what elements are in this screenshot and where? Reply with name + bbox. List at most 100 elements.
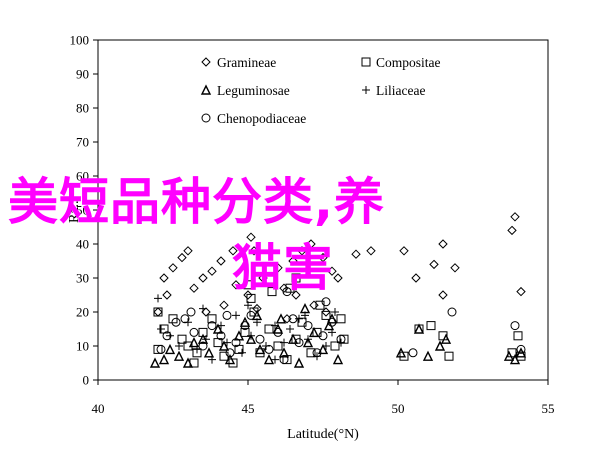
- data-point-liliaceae: [193, 345, 201, 354]
- data-point-chenopodiaceae: [516, 344, 526, 354]
- y-tick-label: 40: [76, 237, 89, 252]
- data-point-gramineae: [450, 263, 460, 273]
- data-point-gramineae: [249, 246, 259, 256]
- plot-area: [97, 39, 549, 381]
- data-point-gramineae: [516, 286, 526, 297]
- data-point-compositae: [285, 283, 295, 293]
- data-point-liliaceae: [301, 311, 309, 320]
- data-point-chenopodiaceae: [255, 334, 265, 344]
- data-point-gramineae: [282, 314, 292, 324]
- data-point-chenopodiaceae: [198, 341, 208, 351]
- data-point-chenopodiaceae: [231, 338, 241, 348]
- data-point-chenopodiaceae: [336, 334, 346, 344]
- data-point-gramineae: [321, 307, 331, 317]
- data-point-compositae: [339, 334, 349, 344]
- data-point-chenopodiaceae: [246, 310, 256, 320]
- data-point-liliaceae: [184, 318, 192, 327]
- y-tick-label: 50: [76, 203, 89, 218]
- square-marker-icon: [361, 57, 371, 67]
- data-point-compositae: [306, 348, 316, 358]
- legend-label-liliaceae: Liliaceae: [376, 83, 425, 98]
- legend-item-liliaceae: Liliaceae: [362, 83, 425, 98]
- data-point-gramineae: [183, 246, 193, 256]
- data-point-liliaceae: [304, 335, 312, 344]
- data-point-gramineae: [162, 290, 172, 300]
- legend: Gramineae Compositae Leguminosae Liliace…: [200, 55, 441, 126]
- data-point-gramineae: [297, 246, 307, 256]
- legend-label-gramineae: Gramineae: [217, 55, 276, 70]
- data-point-leguminosae: [413, 323, 425, 334]
- data-point-gramineae: [288, 256, 298, 266]
- data-point-gramineae: [189, 283, 199, 293]
- legend-item-gramineae: Gramineae: [201, 55, 276, 70]
- data-point-liliaceae: [253, 318, 261, 327]
- legend-item-leguminosae: Leguminosae: [200, 83, 290, 98]
- data-point-leguminosae: [395, 347, 407, 358]
- data-point-chenopodiaceae: [321, 297, 331, 307]
- data-point-gramineae: [291, 290, 301, 300]
- data-point-gramineae: [219, 300, 229, 310]
- y-tick-label: 20: [76, 305, 89, 320]
- data-point-leguminosae: [434, 340, 446, 351]
- axis-ticks: 0 10 20 30 40 50 60 70 80 90 100 40 45 50 55: [70, 33, 555, 417]
- data-point-chenopodiaceae: [264, 344, 274, 354]
- data-point-liliaceae: [238, 348, 246, 357]
- data-point-liliaceae: [202, 335, 210, 344]
- data-point-leguminosae: [245, 333, 257, 344]
- data-point-leguminosae: [509, 354, 521, 365]
- data-point-gramineae: [351, 249, 361, 259]
- data-point-leguminosae: [164, 343, 176, 355]
- legend-label-leguminosae: Leguminosae: [217, 83, 290, 98]
- data-point-gramineae: [507, 225, 517, 236]
- data-point-leguminosae: [188, 337, 200, 348]
- legend-item-compositae: Compositae: [361, 55, 441, 70]
- data-point-leguminosae: [323, 320, 335, 331]
- data-point-liliaceae: [208, 355, 216, 364]
- data-point-gramineae: [333, 273, 343, 283]
- data-point-gramineae: [318, 252, 328, 263]
- data-point-gramineae: [366, 246, 376, 256]
- data-point-compositae: [321, 310, 331, 320]
- data-point-compositae: [243, 280, 253, 290]
- data-point-chenopodiaceae: [180, 314, 190, 324]
- data-point-liliaceae: [331, 308, 339, 316]
- data-point-leguminosae: [224, 354, 236, 365]
- data-point-gramineae: [231, 280, 241, 290]
- data-point-liliaceae: [247, 331, 255, 340]
- data-point-chenopodiaceae: [156, 344, 166, 354]
- data-point-liliaceae: [223, 338, 231, 347]
- data-point-chenopodiaceae: [162, 331, 172, 341]
- data-point-liliaceae: [286, 325, 294, 333]
- data-point-gramineae: [327, 266, 337, 276]
- watermark-text-line-1: 美短品种分类,养: [8, 173, 385, 231]
- data-point-gramineae: [309, 300, 319, 310]
- legend-item-chenopodiaceae: Chenopodiaceae: [201, 111, 306, 126]
- data-point-gramineae: [411, 273, 421, 283]
- data-point-compositae: [273, 341, 283, 351]
- data-point-chenopodiaceae: [240, 321, 250, 331]
- data-point-chenopodiaceae: [207, 321, 217, 331]
- data-point-chenopodiaceae: [282, 287, 292, 297]
- data-point-leguminosae: [317, 343, 329, 355]
- legend-label-compositae: Compositae: [376, 55, 441, 70]
- y-tick-label: 30: [76, 271, 89, 286]
- data-point-gramineae: [159, 273, 169, 283]
- data-point-chenopodiaceae: [186, 307, 196, 317]
- data-point-gramineae: [279, 283, 289, 293]
- data-point-leguminosae: [173, 350, 185, 361]
- data-point-chenopodiaceae: [273, 327, 283, 337]
- data-point-liliaceae: [262, 342, 270, 350]
- data-point-leguminosae: [275, 313, 287, 324]
- data-point-leguminosae: [422, 350, 434, 361]
- data-point-liliaceae: [217, 321, 225, 330]
- data-point-gramineae: [429, 259, 439, 270]
- data-point-chenopodiaceae: [318, 331, 328, 341]
- data-point-leguminosae: [302, 337, 314, 348]
- data-point-compositae: [330, 341, 340, 351]
- legend-label-chenopodiaceae: Chenopodiaceae: [217, 111, 306, 126]
- data-point-gramineae: [438, 290, 448, 300]
- data-point-gramineae: [198, 273, 208, 283]
- y-tick-label: 10: [76, 339, 89, 354]
